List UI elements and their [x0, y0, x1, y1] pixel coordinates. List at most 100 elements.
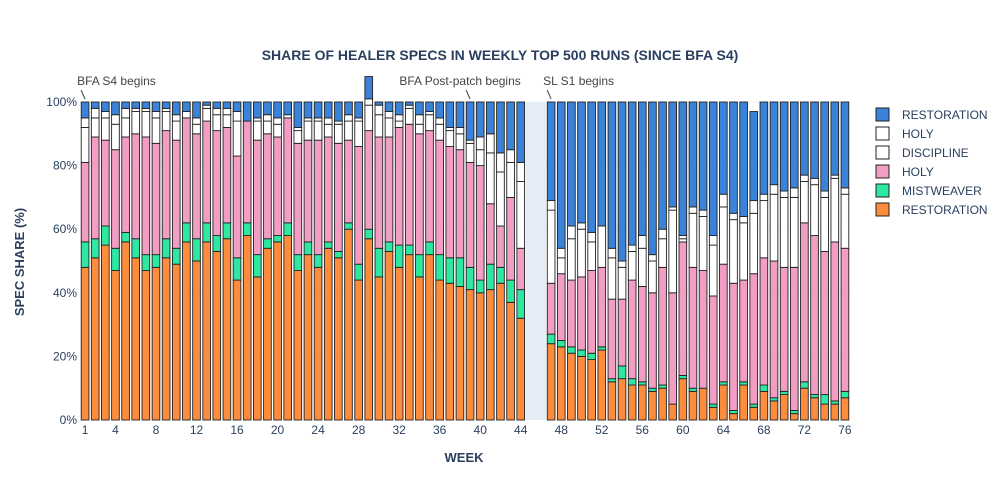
bar-segment [202, 120, 211, 224]
bar-segment [678, 378, 688, 421]
bar-segment [506, 161, 515, 198]
bar-segment [719, 263, 728, 383]
gap-shading-band [525, 102, 547, 420]
bar-segment [729, 212, 738, 221]
bar-segment [90, 117, 100, 138]
bar-segment [364, 104, 374, 132]
bar-segment [435, 279, 444, 421]
bar-segment [384, 117, 394, 138]
legend-swatch[interactable] [875, 164, 890, 179]
bar-segment [161, 130, 171, 240]
bar-segment [617, 298, 627, 367]
legend-label[interactable]: MISTWEAVER [902, 184, 982, 198]
bar-segment [638, 381, 647, 386]
bar-segment [293, 270, 303, 421]
bar-segment [668, 403, 677, 421]
bar-segment [739, 101, 748, 217]
legend-swatch[interactable] [875, 126, 890, 141]
bar-segment [171, 114, 181, 122]
bar-segment [779, 266, 789, 392]
bar-segment [678, 235, 688, 240]
legend-swatch[interactable] [875, 183, 890, 198]
bar-segment [141, 136, 151, 256]
y-axis-ticks: 0% 20% 40% 60% 80% 100% [46, 95, 77, 427]
bar-segment [313, 120, 323, 141]
bar-segment [708, 101, 718, 237]
bar-segment [283, 114, 292, 119]
bar-segment [131, 111, 141, 135]
bar-segment [719, 381, 728, 386]
bar-segment [364, 98, 374, 106]
bar-segment [465, 139, 475, 144]
bar-segment [759, 390, 769, 421]
legend-swatch[interactable] [875, 107, 890, 122]
legend[interactable]: RESTORATION HOLY DISCIPLINE HOLY MISTWEAVER R… [875, 107, 988, 217]
bar-segment [303, 117, 313, 122]
bar-segment [435, 123, 444, 141]
bar-segment [597, 349, 607, 421]
legend-label[interactable]: HOLY [902, 127, 934, 141]
bar-segment [121, 101, 130, 109]
bar-segment [729, 282, 738, 411]
legend-label[interactable]: DISCIPLINE [902, 146, 969, 160]
bar-segment [577, 276, 586, 351]
bar-segment [303, 241, 313, 256]
bar-segment [455, 133, 465, 151]
bar-segment [729, 413, 738, 421]
bar-segment [810, 235, 819, 396]
legend-label[interactable]: RESTORATION [902, 203, 988, 217]
legend-swatch[interactable] [875, 145, 890, 160]
bar-segment [171, 101, 181, 116]
bar-segment [415, 276, 424, 421]
bar-segment [263, 114, 272, 122]
bar-segment [161, 238, 171, 259]
bar-segment [516, 247, 526, 291]
bar-segment [131, 107, 141, 112]
legend-swatch[interactable] [875, 202, 890, 217]
bar-segment [800, 181, 809, 224]
bar-segment [658, 384, 667, 389]
bar-segment [141, 107, 151, 112]
bar-segment [344, 114, 353, 122]
bar-segment [739, 384, 748, 421]
bar-segment [597, 225, 607, 268]
legend-label[interactable]: RESTORATION [902, 108, 988, 122]
bar-segment [394, 266, 404, 421]
bar-segment [455, 101, 465, 128]
bar-segment [171, 247, 181, 265]
bar-segment [810, 184, 819, 237]
x-tick-label: 68 [757, 423, 771, 437]
bar-segment [80, 241, 90, 268]
bar-segment [486, 152, 495, 205]
legend-label[interactable]: HOLY [902, 165, 934, 179]
bar-segment [253, 276, 262, 421]
bar-segment [556, 247, 566, 259]
bar-segment [354, 146, 363, 265]
bar-segment [364, 76, 374, 100]
bar-segment [121, 241, 130, 421]
bar-segment [506, 196, 515, 281]
bar-segment [121, 107, 130, 119]
bar-segment [313, 266, 323, 421]
bar-segment [404, 101, 414, 106]
bar-segment [830, 241, 840, 402]
bar-segment [80, 266, 90, 421]
bar-segment [567, 238, 576, 281]
bar-segment [263, 101, 272, 116]
bar-segment [708, 295, 718, 405]
bar-segment [222, 101, 232, 109]
bar-segment [192, 123, 201, 135]
bar-segment [404, 104, 414, 109]
bar-segment [475, 149, 485, 167]
bar-segment [354, 279, 363, 421]
bar-segment [384, 111, 394, 119]
bar-segment [212, 107, 222, 116]
bar-segment [80, 161, 90, 243]
bar-segment [344, 101, 353, 116]
y-axis-title: SPEC SHARE (%) [12, 208, 27, 316]
bar-segment [141, 254, 151, 271]
bar-segment [425, 101, 434, 112]
y-tick-label: 40% [53, 286, 77, 300]
bar-segment [273, 101, 282, 119]
